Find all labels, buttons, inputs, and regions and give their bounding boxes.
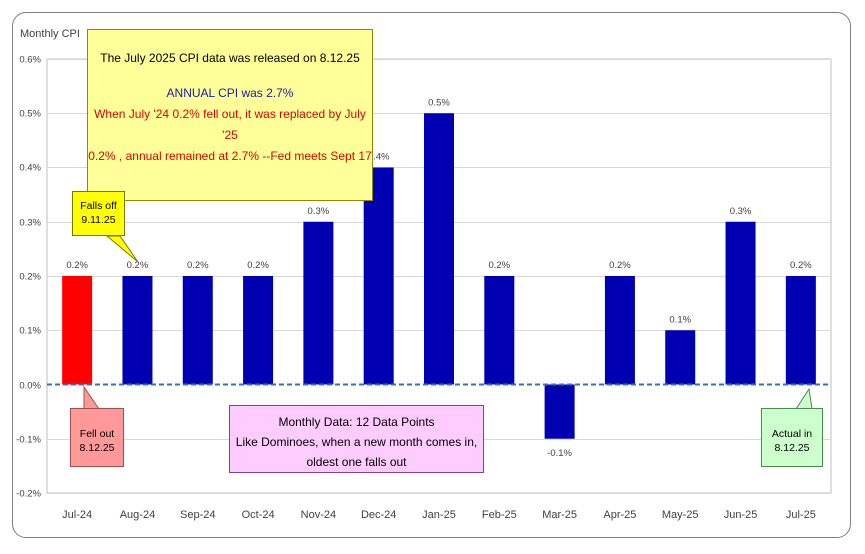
data-label: 0.2% bbox=[488, 260, 510, 271]
y-axis-label: Monthly CPI bbox=[20, 28, 80, 40]
fell-out-callout: Fell out 8.12.25 bbox=[70, 408, 124, 467]
data-label: 0.5% bbox=[428, 97, 450, 108]
data-label: 0.2% bbox=[790, 260, 812, 271]
x-tick-label: Oct-24 bbox=[242, 509, 275, 521]
x-tick-label: Jan-25 bbox=[422, 509, 456, 521]
y-tick-label: 0.0% bbox=[19, 381, 41, 392]
release-note-line-1: The July 2025 CPI data was released on 8… bbox=[100, 51, 360, 65]
x-tick-label: Nov-24 bbox=[301, 509, 336, 521]
data-label: -0.1% bbox=[547, 448, 572, 459]
data-label: 0.2% bbox=[609, 260, 631, 271]
bar-jun-25 bbox=[725, 221, 756, 385]
bar-jul-25 bbox=[785, 276, 816, 385]
bar-mar-25 bbox=[544, 384, 575, 439]
actual-in-line-2: 8.12.25 bbox=[774, 442, 810, 454]
bar-apr-25 bbox=[604, 276, 635, 385]
data-label: 0.1% bbox=[669, 314, 691, 325]
monthly-note-line-1: Monthly Data: 12 Data Points bbox=[278, 415, 435, 429]
data-label: 0.2% bbox=[127, 260, 149, 271]
data-label: 0.3% bbox=[730, 206, 752, 217]
data-label: 0.2% bbox=[247, 260, 269, 271]
release-note-line-2: ANNUAL CPI was 2.7% bbox=[166, 86, 294, 100]
y-tick-label: -0.2% bbox=[16, 489, 41, 500]
falls-off-pointer bbox=[105, 235, 139, 263]
bar-feb-25 bbox=[484, 276, 515, 385]
y-tick-label: 0.3% bbox=[19, 218, 41, 229]
x-tick-label: Jul-24 bbox=[62, 509, 92, 521]
falls-off-line-2: 9.11.25 bbox=[81, 214, 116, 226]
fell-out-line-1: Fell out bbox=[79, 428, 115, 440]
actual-in-line-1: Actual in bbox=[771, 428, 813, 440]
y-tick-label: 0.5% bbox=[19, 109, 41, 120]
falls-off-callout: Falls off 9.11.25 bbox=[72, 191, 125, 236]
monthly-note-line-3: oldest one falls out bbox=[306, 455, 407, 469]
x-tick-label: Jun-25 bbox=[724, 509, 758, 521]
x-tick-label: Dec-24 bbox=[361, 509, 396, 521]
bar-jul-24 bbox=[62, 276, 93, 385]
release-note-line-4: 0.2% , annual remained at 2.7% --Fed mee… bbox=[88, 149, 372, 163]
release-note-line-3: When July '24 0.2% fell out, it was repl… bbox=[94, 107, 366, 142]
x-tick-label: Mar-25 bbox=[542, 509, 577, 521]
x-tick-label: Aug-24 bbox=[120, 509, 155, 521]
bar-oct-24 bbox=[243, 276, 274, 385]
monthly-note-line-2: Like Dominoes, when a new month comes in… bbox=[235, 435, 478, 449]
x-tick-label: Feb-25 bbox=[482, 509, 517, 521]
bar-dec-24 bbox=[363, 167, 394, 385]
y-tick-label: 0.4% bbox=[19, 163, 41, 174]
y-tick-label: 0.2% bbox=[19, 272, 41, 283]
x-tick-label: Sep-24 bbox=[180, 509, 215, 521]
x-tick-label: Jul-25 bbox=[786, 509, 816, 521]
bar-nov-24 bbox=[303, 221, 334, 385]
monthly-data-note: Monthly Data: 12 Data Points Like Domino… bbox=[229, 405, 484, 473]
fell-out-pointer bbox=[83, 385, 100, 410]
y-tick-label: 0.6% bbox=[19, 55, 41, 66]
x-tick-label: May-25 bbox=[662, 509, 699, 521]
bar-aug-24 bbox=[122, 276, 153, 385]
data-label: 0.2% bbox=[187, 260, 209, 271]
bar-sep-24 bbox=[182, 276, 213, 385]
fell-out-line-2: 8.12.25 bbox=[79, 442, 115, 454]
y-tick-label: 0.1% bbox=[19, 326, 41, 337]
actual-in-callout: Actual in 8.12.25 bbox=[761, 408, 823, 467]
data-label: 0.3% bbox=[308, 206, 330, 217]
bar-may-25 bbox=[665, 330, 696, 385]
release-note-box: The July 2025 CPI data was released on 8… bbox=[87, 29, 373, 201]
y-tick-label: -0.1% bbox=[16, 435, 41, 446]
data-label: 0.2% bbox=[66, 260, 88, 271]
data-label: 0.4% bbox=[368, 152, 390, 163]
falls-off-line-1: Falls off bbox=[80, 200, 117, 212]
bar-jan-25 bbox=[424, 113, 454, 385]
x-tick-label: Apr-25 bbox=[603, 509, 636, 521]
actual-in-pointer bbox=[795, 387, 813, 410]
